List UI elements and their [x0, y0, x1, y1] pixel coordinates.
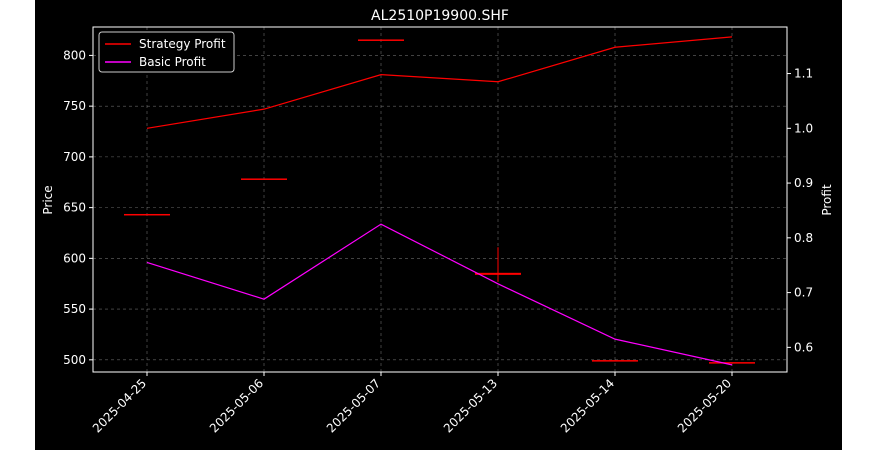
y-tick-label-left-3: 650 — [63, 201, 86, 215]
y-tick-label-right-4: 1.0 — [794, 121, 813, 135]
y-tick-label-right-0: 0.6 — [794, 340, 813, 354]
y-tick-label-left-2: 600 — [63, 251, 86, 265]
y-tick-label-left-5: 750 — [63, 99, 86, 113]
plot-frame — [92, 26, 788, 373]
y-tick-label-left-0: 500 — [63, 353, 86, 367]
axis-layer: 500 550 600 650 700 750 800 0.6 0.7 0.8 0.9 1.0 1.1 2… — [63, 48, 813, 435]
y-tick-label-left-4: 700 — [63, 150, 86, 164]
y-tick-label-left-1: 550 — [63, 302, 86, 316]
candle-body-2 — [358, 39, 404, 41]
x-tick-label-5: 2025-05-20 — [675, 376, 734, 435]
x-tick-label-1: 2025-05-06 — [207, 376, 266, 435]
legend: Strategy Profit Basic Profit — [98, 31, 235, 73]
candle-body-1 — [241, 178, 287, 180]
x-tick-label-3: 2025-05-13 — [441, 376, 500, 435]
line-layer — [146, 36, 733, 366]
candle-body-4 — [592, 360, 638, 362]
chart-figure: 500 550 600 650 700 750 800 0.6 0.7 0.8 0.9 1.0 1.1 2… — [35, 0, 842, 450]
x-tick-label-0: 2025-04-25 — [90, 376, 149, 435]
chart-svg: 500 550 600 650 700 750 800 0.6 0.7 0.8 0.9 1.0 1.1 2… — [41, 8, 834, 435]
x-tick-label-2: 2025-05-07 — [324, 376, 383, 435]
candle-layer — [124, 39, 755, 364]
legend-label-0: Strategy Profit — [139, 37, 226, 51]
y-tick-label-right-3: 0.9 — [794, 176, 813, 190]
y-axis-right-label: Profit — [820, 184, 834, 216]
x-tick-label-4: 2025-05-14 — [558, 376, 617, 435]
series-line-basic-profit — [146, 223, 733, 366]
legend-box — [98, 31, 235, 73]
y-tick-label-right-1: 0.7 — [794, 286, 813, 300]
y-tick-label-left-6: 800 — [63, 48, 86, 62]
candle-body-5 — [709, 362, 755, 364]
candle-body-0 — [124, 213, 170, 216]
series-line-strategy-profit — [146, 36, 733, 129]
y-tick-label-right-2: 0.8 — [794, 231, 813, 245]
y-axis-left-label: Price — [41, 185, 55, 214]
candle-body-3 — [475, 272, 521, 275]
chart-title: AL2510P19900.SHF — [371, 8, 509, 24]
y-tick-label-right-5: 1.1 — [794, 67, 813, 81]
legend-label-1: Basic Profit — [139, 55, 206, 69]
